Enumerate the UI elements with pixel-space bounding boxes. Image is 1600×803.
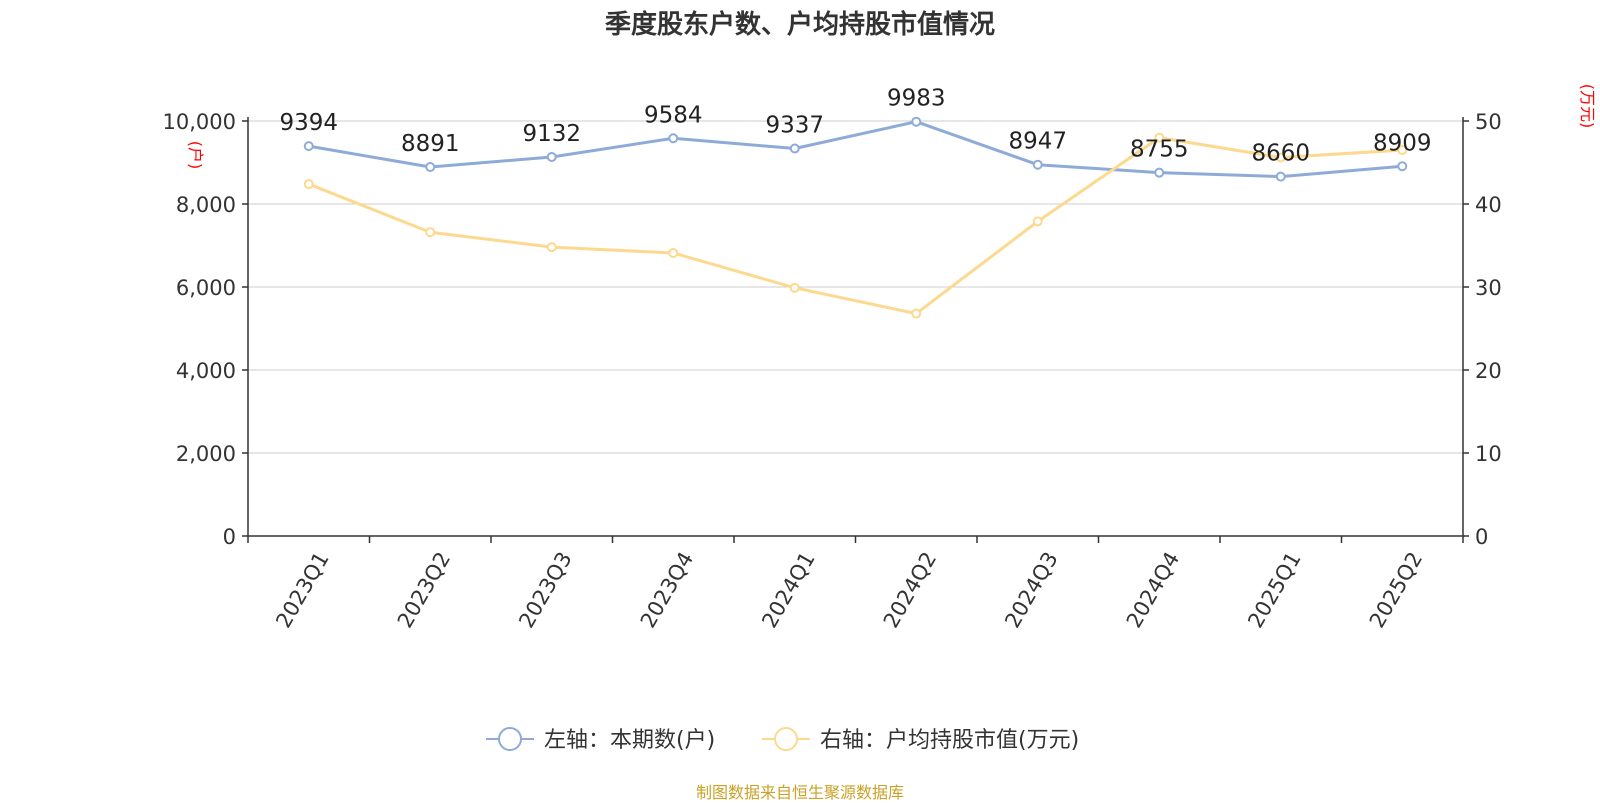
data-label: 9584 xyxy=(644,102,703,128)
x-tick-label: 2024Q3 xyxy=(1000,548,1062,632)
axes: 0 2,000 4,000 6,000 8,000 10,000 0 10 20 30 40 50 (户… xyxy=(163,84,1597,632)
legend-circle-icon xyxy=(774,727,798,751)
data-point-right xyxy=(911,308,922,319)
x-tick-label: 2024Q4 xyxy=(1122,548,1184,632)
x-tick-label: 2025Q2 xyxy=(1365,548,1427,632)
data-point-left xyxy=(1275,171,1286,182)
data-label: 8755 xyxy=(1130,137,1189,163)
data-point-left xyxy=(1154,167,1165,178)
y-left-tick-label: 8,000 xyxy=(176,193,236,217)
y-right-tick-label: 30 xyxy=(1475,276,1502,300)
series xyxy=(303,116,1408,319)
x-tick-label: 2025Q1 xyxy=(1243,548,1305,632)
y-left-tick-label: 2,000 xyxy=(176,442,236,466)
y-left-tick-label: 6,000 xyxy=(176,276,236,300)
y-right-tick-label: 50 xyxy=(1475,110,1502,134)
data-label: 8947 xyxy=(1008,129,1067,155)
y-left-tick-label: 10,000 xyxy=(163,110,236,134)
data-point-right xyxy=(1397,145,1408,156)
data-label: 9337 xyxy=(765,113,824,139)
x-tick-label: 2023Q3 xyxy=(514,548,576,632)
gridlines xyxy=(248,120,1463,454)
data-label: 8660 xyxy=(1251,141,1310,167)
y-right-tick-label: 10 xyxy=(1475,442,1502,466)
y-right-unit-label: (万元) xyxy=(1578,84,1597,129)
data-point-right xyxy=(668,247,679,258)
y-right-tick-label: 40 xyxy=(1475,193,1502,217)
data-point-right xyxy=(1032,216,1043,227)
legend-circle-icon xyxy=(498,727,522,751)
data-point-left xyxy=(303,141,314,152)
y-left-tick-label: 4,000 xyxy=(176,359,236,383)
data-point-right xyxy=(1275,152,1286,163)
data-point-left xyxy=(1032,159,1043,170)
x-tick-label: 2023Q2 xyxy=(393,548,455,632)
data-point-right xyxy=(789,282,800,293)
data-point-left xyxy=(546,152,557,163)
legend[interactable]: 左轴：本期数(户) 右轴：户均持股市值(万元) xyxy=(486,727,1079,753)
data-label: 8909 xyxy=(1373,130,1432,156)
data-point-right xyxy=(546,242,557,253)
data-point-left xyxy=(1397,161,1408,172)
data-point-left xyxy=(668,133,679,144)
y-right-tick-label: 0 xyxy=(1475,525,1488,549)
x-tick-label: 2023Q4 xyxy=(636,548,698,632)
legend-item-left-axis[interactable]: 左轴：本期数(户) xyxy=(486,727,715,753)
data-label: 9394 xyxy=(279,110,338,136)
legend-label: 左轴：本期数(户) xyxy=(544,728,715,753)
y-right-tick-label: 20 xyxy=(1475,359,1502,383)
data-labels: 9394 8891 9132 9584 9337 9983 8947 8755 8660 8909 xyxy=(279,86,1431,167)
x-tick-label: 2023Q1 xyxy=(271,548,333,632)
series-line-right xyxy=(308,136,1403,316)
data-point-left xyxy=(789,143,800,154)
data-label: 8891 xyxy=(401,131,460,157)
series-line-left xyxy=(308,120,1403,179)
x-tick-label: 2024Q2 xyxy=(879,548,941,632)
legend-label: 右轴：户均持股市值(万元) xyxy=(820,728,1079,753)
data-point-right xyxy=(425,227,436,238)
data-point-right xyxy=(303,179,314,190)
y-left-tick-label: 0 xyxy=(223,525,236,549)
y-left-unit-label: (户) xyxy=(186,141,205,170)
data-point-left xyxy=(425,162,436,173)
data-point-left xyxy=(911,116,922,127)
chart-title: 季度股东户数、户均持股市值情况 xyxy=(604,10,995,40)
data-label: 9132 xyxy=(522,121,581,147)
x-tick-label: 2024Q1 xyxy=(757,548,819,632)
data-point-right xyxy=(1154,132,1165,143)
data-source-note: 制图数据来自恒生聚源数据库 xyxy=(695,783,904,802)
data-label: 9983 xyxy=(887,86,946,112)
legend-item-right-axis[interactable]: 右轴：户均持股市值(万元) xyxy=(762,727,1079,753)
